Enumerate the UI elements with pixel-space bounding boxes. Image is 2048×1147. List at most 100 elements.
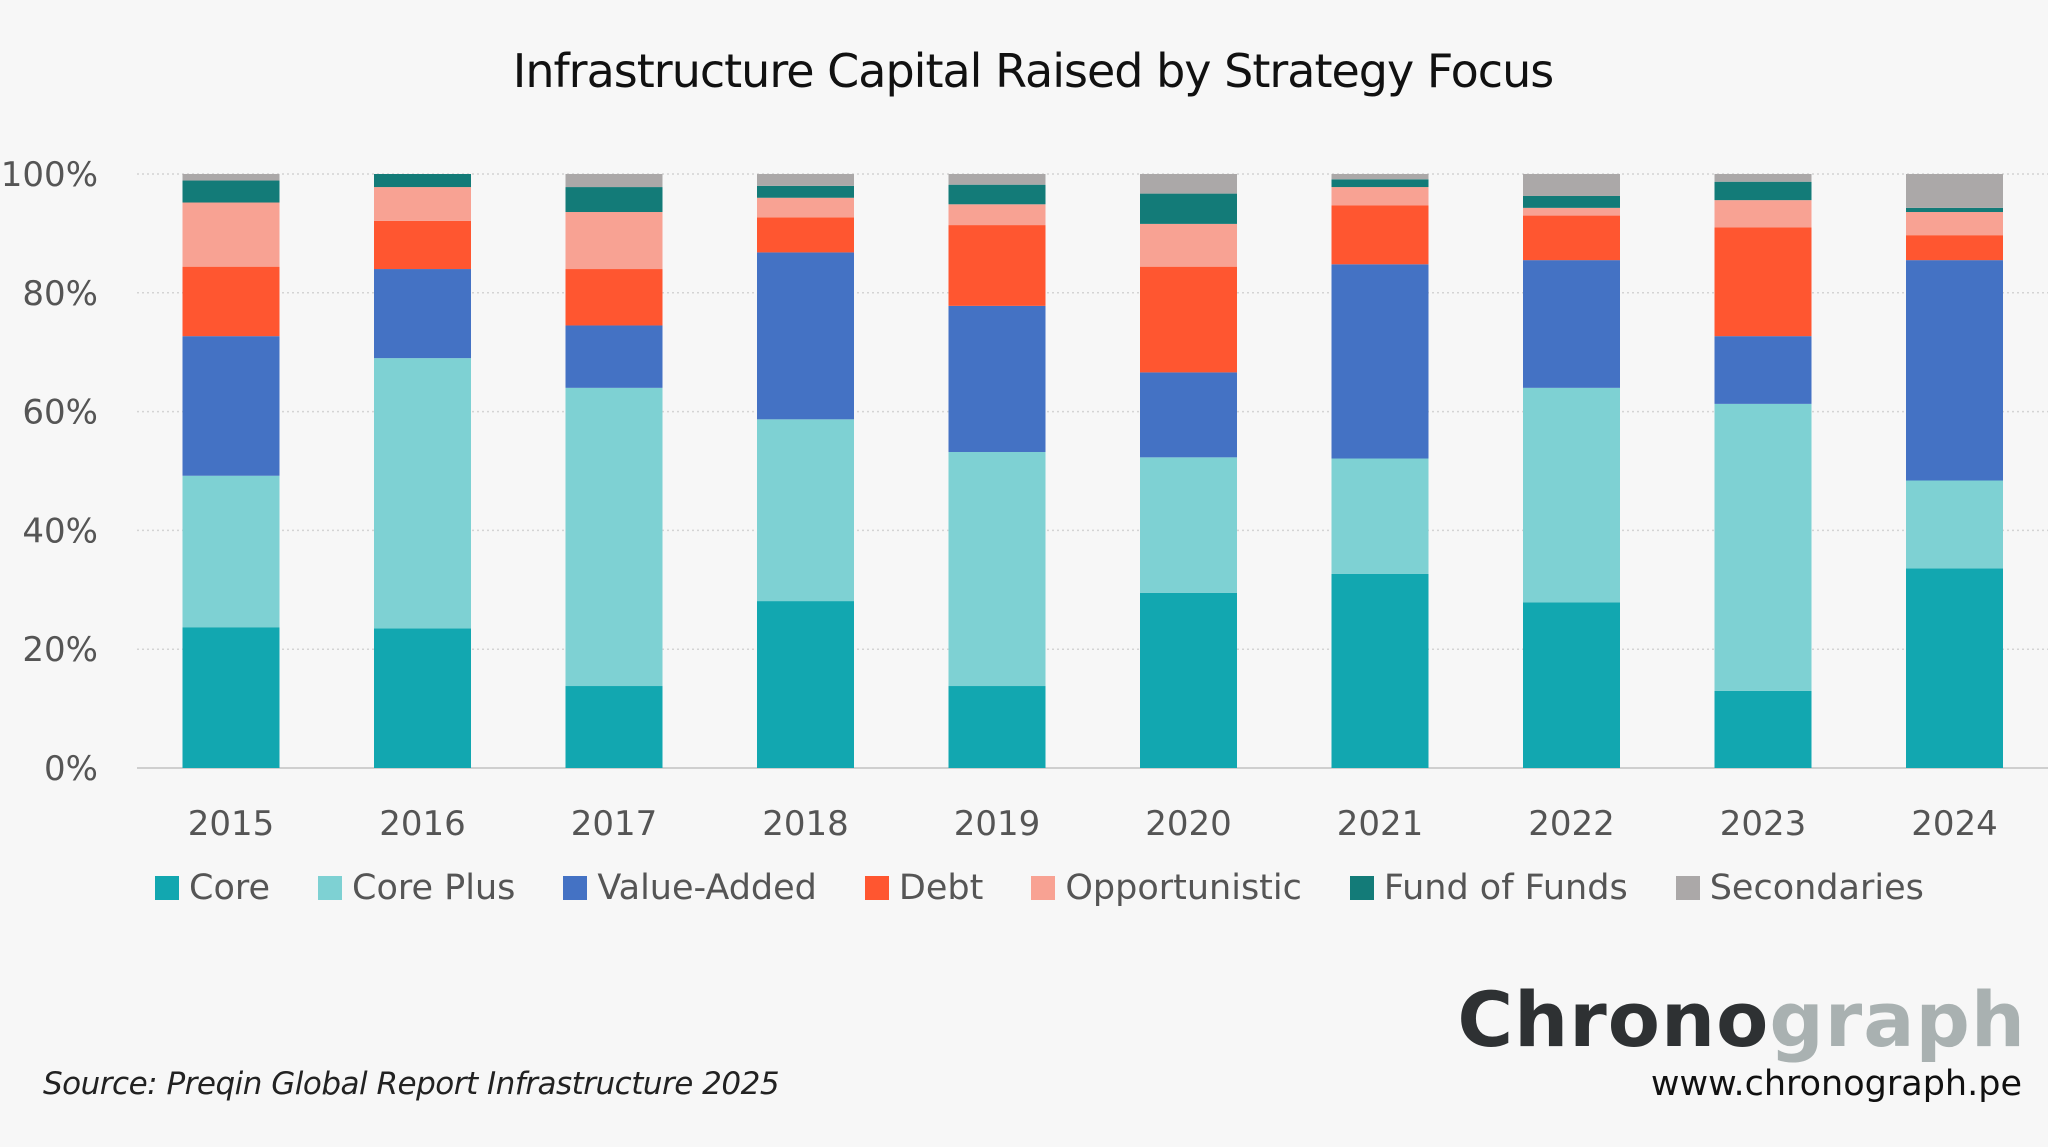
x-tick-label: 2016 (379, 804, 466, 844)
bar-segment-value-added-2021 (1331, 264, 1429, 459)
bar-segment-secondaries-2017 (565, 174, 663, 188)
bar-segment-debt-2018 (757, 217, 854, 253)
bar-segment-debt-2017 (565, 269, 663, 326)
x-tick-label: 2017 (571, 804, 658, 844)
bar-segment-opportunistic-2020 (1140, 223, 1237, 267)
bar-segment-debt-2024 (1906, 235, 2003, 261)
bar-segment-fund-of-funds-2020 (1140, 193, 1237, 224)
legend-item: Debt (864, 868, 984, 908)
bar-segment-core-2015 (182, 627, 280, 768)
x-tick-label: 2015 (188, 804, 275, 844)
bar-segment-secondaries-2015 (182, 174, 280, 181)
bar-segment-core-2019 (948, 686, 1046, 768)
bar-segment-core-2020 (1140, 592, 1237, 768)
legend-label: Opportunistic (1065, 868, 1302, 908)
bar-segment-core-plus-2018 (757, 419, 854, 602)
bar-segment-fund-of-funds-2019 (948, 184, 1046, 205)
bar-segment-fund-of-funds-2016 (374, 174, 471, 188)
bar-segment-fund-of-funds-2021 (1331, 179, 1429, 188)
x-tick-label: 2018 (762, 804, 849, 844)
source-note: Source: Preqin Global Report Infrastruct… (43, 1066, 780, 1102)
bar-segment-opportunistic-2024 (1906, 212, 2003, 236)
x-tick-label: 2020 (1145, 804, 1232, 844)
bar-segment-fund-of-funds-2018 (757, 185, 854, 198)
bar-segment-opportunistic-2015 (182, 202, 280, 267)
y-tick-label: 100% (1, 155, 98, 195)
x-tick-label: 2021 (1337, 804, 1424, 844)
chronograph-logo: Chronograph (1457, 975, 2026, 1064)
bar-segment-core-2023 (1714, 690, 1812, 768)
bar-segment-core-plus-2017 (565, 387, 663, 687)
bar-segment-core-2017 (565, 686, 663, 768)
legend-item: Value-Added (563, 868, 817, 908)
bar-segment-secondaries-2023 (1714, 174, 1812, 182)
y-tick-label: 60% (22, 393, 98, 433)
bar-segment-value-added-2024 (1906, 260, 2003, 481)
bar-segment-value-added-2015 (182, 336, 280, 476)
legend-swatch (1675, 876, 1700, 900)
bar-segment-core-plus-2022 (1523, 387, 1620, 603)
bar-segment-core-2021 (1331, 573, 1429, 768)
legend-item: Opportunistic (1031, 868, 1302, 908)
bar-segment-secondaries-2022 (1523, 174, 1620, 196)
bar-segment-value-added-2017 (565, 325, 663, 388)
bar-segment-value-added-2018 (757, 252, 854, 420)
bar-segment-core-plus-2021 (1331, 458, 1429, 574)
legend-label: Core (189, 868, 271, 908)
x-tick-label: 2019 (954, 804, 1041, 844)
bar-segment-core-plus-2015 (182, 475, 280, 628)
legend-swatch (1349, 876, 1374, 900)
legend-swatch (864, 876, 889, 900)
bar-segment-opportunistic-2018 (757, 197, 854, 218)
legend: Core Core Plus Value-Added Debt Opportunisti… (155, 868, 1924, 908)
bar-segment-core-plus-2019 (948, 451, 1046, 687)
bar-segment-debt-2015 (182, 266, 280, 337)
bar-segment-core-2022 (1523, 602, 1620, 768)
y-tick-label: 20% (22, 630, 98, 670)
x-tick-label: 2023 (1720, 804, 1807, 844)
bar-segment-secondaries-2019 (948, 174, 1046, 185)
bar-segment-core-plus-2016 (374, 358, 471, 629)
bar-segment-secondaries-2021 (1331, 174, 1429, 180)
legend-swatch (563, 876, 588, 900)
legend-item: Core Plus (318, 868, 515, 908)
legend-swatch (318, 876, 343, 900)
legend-label: Debt (898, 868, 984, 908)
y-tick-label: 80% (22, 274, 98, 314)
legend-label: Core Plus (352, 868, 516, 908)
bar-segment-value-added-2023 (1714, 336, 1812, 404)
legend-item: Core (155, 868, 270, 908)
legend-swatch (155, 876, 179, 900)
bar-segment-opportunistic-2021 (1331, 187, 1429, 206)
bar-segment-value-added-2022 (1523, 260, 1620, 388)
bar-segment-fund-of-funds-2023 (1714, 181, 1812, 201)
bar-segment-debt-2020 (1140, 266, 1237, 373)
bar-segment-value-added-2020 (1140, 372, 1237, 458)
bar-segment-debt-2022 (1523, 215, 1620, 261)
bar-segment-fund-of-funds-2022 (1523, 195, 1620, 208)
bar-segment-opportunistic-2023 (1714, 200, 1812, 228)
bar-segment-secondaries-2018 (757, 174, 854, 186)
website-url: www.chronograph.pe (1650, 1064, 2022, 1104)
bar-segment-opportunistic-2016 (374, 187, 471, 221)
bar-segment-debt-2019 (948, 225, 1046, 306)
bar-segment-opportunistic-2019 (948, 204, 1046, 226)
bar-segment-debt-2023 (1714, 227, 1812, 337)
legend-label: Value-Added (597, 868, 817, 908)
bar-segment-debt-2016 (374, 220, 471, 270)
bar-segment-value-added-2016 (374, 269, 471, 359)
bar-segment-core-2018 (757, 601, 854, 768)
bar-segment-core-2024 (1906, 568, 2003, 768)
bar-segment-debt-2021 (1331, 205, 1429, 265)
bar-segment-opportunistic-2022 (1523, 207, 1620, 216)
y-tick-label: 40% (22, 511, 98, 551)
bar-segment-secondaries-2020 (1140, 174, 1237, 194)
bar-segment-opportunistic-2017 (565, 212, 663, 270)
bar-segment-value-added-2019 (948, 305, 1046, 452)
stacked-bar-chart: 0% 20% 40% 60% 80% 100% 2015 2016 2017 2018 2019 20… (1, 155, 2048, 844)
chart-title: Infrastructure Capital Raised by Strateg… (512, 44, 1554, 98)
y-tick-label: 0% (44, 749, 98, 789)
legend-item: Fund of Funds (1349, 868, 1628, 908)
x-tick-label: 2022 (1528, 804, 1615, 844)
x-tick-label: 2024 (1911, 804, 1998, 844)
